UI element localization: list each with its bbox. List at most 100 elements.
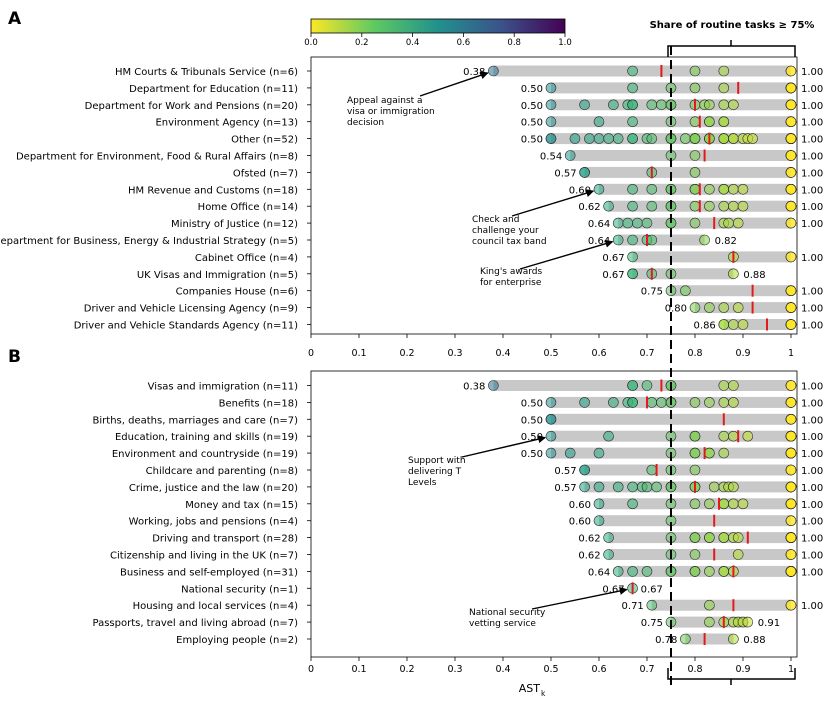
- data-point: [603, 430, 614, 442]
- data-point: [704, 498, 715, 510]
- share-bracket-bottom: [667, 668, 796, 685]
- data-point: [579, 397, 590, 408]
- data-row: HM Courts & Tribunals Service (n=6) 0.38 1…: [115, 65, 823, 78]
- panel-label-a: A: [8, 9, 22, 29]
- max-value-label: 1.00: [801, 304, 823, 315]
- data-point: [689, 302, 701, 313]
- data-point: [612, 234, 624, 246]
- max-value-label: 1.00: [801, 219, 823, 230]
- min-value-label: 0.64: [588, 219, 610, 230]
- min-value-label: 0.50: [521, 135, 543, 146]
- data-point: [680, 285, 691, 297]
- data-row: Passports, travel and living abroad (n=7…: [92, 616, 780, 629]
- row-label: UK Visas and Immigration (n=5): [137, 270, 298, 281]
- max-value-label: 1.00: [801, 152, 823, 163]
- data-point: [732, 302, 744, 313]
- data-point: [627, 133, 638, 144]
- range-bar: [685, 633, 734, 645]
- data-row: Department for Business, Energy & Indust…: [0, 234, 737, 247]
- data-point: [627, 251, 638, 263]
- min-value-label: 0.50: [521, 118, 543, 129]
- row-label: Environment Agency (n=13): [155, 118, 298, 129]
- annotation-text: Levels: [408, 478, 437, 488]
- data-point: [728, 268, 739, 280]
- data-point: [718, 99, 730, 111]
- data-point: [646, 599, 658, 611]
- x-tick-label: 1: [788, 348, 794, 359]
- plot-frame: [310, 370, 798, 658]
- data-point: [785, 82, 797, 94]
- data-point: [627, 65, 638, 77]
- row-label: Cabinet Office (n=4): [195, 253, 298, 264]
- min-value-label: 0.60: [569, 185, 591, 196]
- min-value-label: 0.54: [540, 152, 562, 163]
- data-point: [728, 319, 739, 330]
- x-tick-label: 1: [788, 664, 794, 675]
- data-row: Driver and Vehicle Licensing Agency (n=9…: [84, 301, 823, 315]
- data-point: [608, 99, 619, 111]
- colorbar-tick-label: 1.0: [558, 38, 572, 48]
- data-point: [747, 133, 758, 144]
- max-value-label: 1.00: [801, 567, 823, 578]
- data-point: [785, 116, 797, 127]
- data-row: Department for Environment, Food & Rural…: [16, 149, 823, 163]
- data-point: [593, 133, 605, 144]
- x-tick-label: 0.8: [687, 664, 702, 675]
- x-tick-label: 0.9: [735, 348, 750, 359]
- row-label: Ministry of Justice (n=12): [171, 219, 298, 230]
- min-value-label: 0.71: [622, 601, 644, 612]
- row-label: Money and tax (n=15): [185, 500, 298, 511]
- min-value-label: 0.75: [641, 618, 663, 629]
- row-label: Working, jobs and pensions (n=4): [129, 517, 298, 528]
- data-point: [689, 116, 701, 127]
- data-point: [646, 234, 658, 246]
- data-point: [785, 302, 797, 313]
- data-point: [612, 217, 624, 229]
- data-point: [704, 566, 715, 577]
- range-bar: [632, 251, 791, 263]
- data-point: [689, 82, 701, 94]
- max-value-label: 1.00: [801, 517, 823, 528]
- data-point: [718, 430, 730, 442]
- data-point: [785, 99, 797, 111]
- data-point: [785, 532, 797, 543]
- colorbar-tick-label: 0.2: [355, 38, 369, 48]
- min-value-label: 0.57: [554, 466, 576, 477]
- data-point: [742, 616, 754, 628]
- data-point: [646, 99, 658, 111]
- plot-frame: [310, 56, 798, 335]
- min-value-label: 0.50: [521, 84, 543, 95]
- data-point: [718, 184, 730, 195]
- data-point: [689, 217, 701, 229]
- row-label: Companies House (n=6): [176, 287, 298, 298]
- annotation-text: for enterprise: [480, 278, 542, 288]
- range-bar: [723, 319, 791, 330]
- x-tick-label: 0.1: [351, 664, 366, 675]
- data-point: [603, 133, 614, 144]
- row-label: Visas and immigration (n=11): [148, 382, 298, 393]
- data-point: [785, 319, 797, 330]
- annotation-text: visa or immigration: [347, 107, 435, 117]
- min-value-label: 0.67: [602, 253, 624, 264]
- colorbar-tick-label: 0.8: [507, 38, 521, 48]
- range-bar: [493, 65, 791, 77]
- data-point: [728, 397, 739, 408]
- x-tick-label: 0.5: [543, 348, 558, 359]
- range-bar: [651, 599, 791, 611]
- range-bar: [671, 285, 791, 297]
- min-value-label: 0.57: [554, 483, 576, 494]
- max-value-label: 1.00: [801, 601, 823, 612]
- annotation-text: Check and: [472, 215, 519, 225]
- row-label: Other (n=52): [231, 135, 298, 146]
- data-point: [564, 150, 576, 161]
- data-point: [704, 397, 715, 408]
- data-point: [785, 251, 797, 263]
- data-point: [545, 397, 557, 408]
- data-point: [718, 532, 730, 543]
- data-row: Environment and countryside (n=19) 0.50 1.…: [112, 447, 823, 460]
- row-label: Home Office (n=14): [198, 202, 298, 213]
- x-tick-label: 0.8: [687, 348, 702, 359]
- data-point: [785, 285, 797, 297]
